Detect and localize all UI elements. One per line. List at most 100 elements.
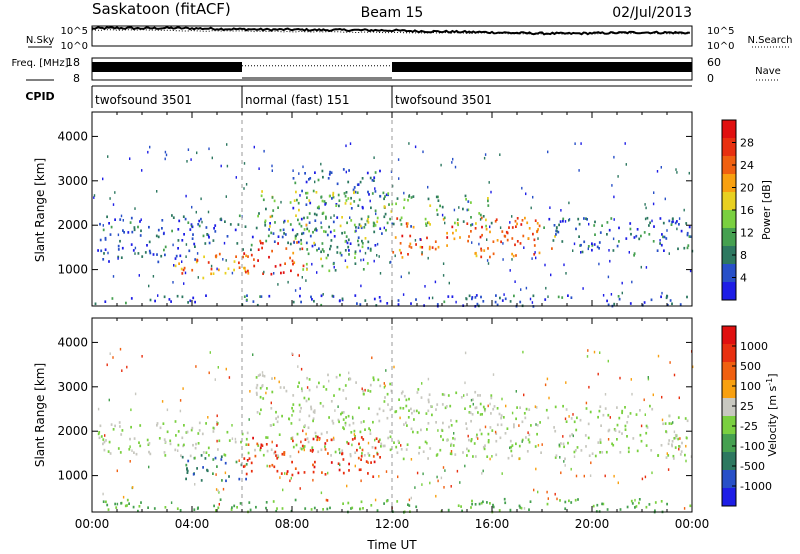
heatmap-cell bbox=[406, 222, 409, 225]
heatmap-cell bbox=[162, 422, 165, 425]
heatmap-cell bbox=[375, 212, 377, 216]
heatmap-cell bbox=[267, 234, 270, 238]
heatmap-cell bbox=[195, 210, 197, 214]
heatmap-cell bbox=[613, 155, 615, 159]
heatmap-cell bbox=[378, 419, 381, 423]
heatmap-cell bbox=[496, 303, 499, 307]
heatmap-cell bbox=[479, 218, 482, 221]
heatmap-cell bbox=[256, 383, 259, 387]
heatmap-cell bbox=[421, 483, 423, 486]
heatmap-cell bbox=[425, 412, 428, 415]
heatmap-cell bbox=[484, 425, 487, 429]
heatmap-cell bbox=[554, 235, 556, 238]
heatmap-cell bbox=[110, 225, 113, 229]
heatmap-cell bbox=[633, 236, 636, 239]
heatmap-cell bbox=[440, 476, 443, 480]
heatmap-cell bbox=[568, 201, 570, 205]
heatmap-cell bbox=[378, 296, 381, 299]
heatmap-cell bbox=[474, 455, 477, 458]
heatmap-cell bbox=[484, 153, 487, 156]
heatmap-cell bbox=[257, 374, 260, 377]
heatmap-cell bbox=[309, 234, 312, 238]
heatmap-cell bbox=[354, 451, 357, 454]
heatmap-cell bbox=[262, 272, 264, 275]
heatmap-cell bbox=[428, 393, 431, 396]
heatmap-cell bbox=[277, 415, 279, 419]
heatmap-cell bbox=[594, 454, 597, 458]
heatmap-cell bbox=[585, 407, 588, 410]
heatmap-cell bbox=[608, 428, 611, 432]
heatmap-cell bbox=[325, 498, 328, 502]
heatmap-cell bbox=[304, 438, 307, 441]
heatmap-cell bbox=[683, 208, 685, 212]
heatmap-cell bbox=[194, 446, 197, 450]
heatmap-cell bbox=[351, 438, 354, 441]
heatmap-cell bbox=[578, 169, 580, 172]
heatmap-cell bbox=[513, 425, 515, 429]
heatmap-cell bbox=[639, 433, 642, 437]
heatmap-cell bbox=[330, 461, 333, 464]
heatmap-cell bbox=[550, 273, 552, 277]
heatmap-cell bbox=[579, 418, 582, 422]
heatmap-cell bbox=[652, 202, 655, 206]
heatmap-cell bbox=[523, 393, 525, 397]
heatmap-cell bbox=[613, 474, 615, 478]
heatmap-cell bbox=[226, 164, 229, 168]
heatmap-cell bbox=[548, 396, 550, 400]
heatmap-cell bbox=[489, 457, 491, 461]
heatmap-cell bbox=[665, 237, 668, 240]
heatmap-cell bbox=[230, 508, 233, 511]
heatmap-cell bbox=[287, 241, 289, 245]
heatmap-cell bbox=[535, 467, 537, 471]
colorbar-tick-label: 20 bbox=[740, 182, 754, 195]
heatmap-cell bbox=[107, 508, 110, 511]
heatmap-cell bbox=[326, 233, 329, 237]
heatmap-cell bbox=[374, 171, 377, 174]
heatmap-cell bbox=[418, 411, 420, 415]
heatmap-cell bbox=[119, 451, 122, 454]
heatmap-cell bbox=[353, 433, 356, 436]
heatmap-cell bbox=[360, 500, 363, 504]
heatmap-cell bbox=[353, 200, 356, 203]
heatmap-cell bbox=[234, 437, 237, 441]
y-tick-label: 1000 bbox=[57, 263, 88, 277]
heatmap-cell bbox=[268, 228, 270, 231]
heatmap-cell bbox=[132, 505, 135, 509]
heatmap-cell bbox=[634, 506, 636, 509]
heatmap-cell bbox=[384, 396, 386, 399]
heatmap-cell bbox=[558, 443, 560, 447]
heatmap-cell bbox=[552, 239, 555, 242]
heatmap-cell bbox=[598, 247, 600, 250]
heatmap-cell bbox=[228, 376, 231, 379]
heatmap-cell bbox=[359, 430, 362, 434]
heatmap-cell bbox=[379, 299, 382, 303]
heatmap-cell bbox=[291, 460, 293, 464]
cpid-segment-label: normal (fast) 151 bbox=[245, 93, 349, 107]
heatmap-cell bbox=[564, 500, 567, 504]
heatmap-cell bbox=[141, 355, 143, 358]
heatmap-cell bbox=[419, 245, 422, 249]
heatmap-cell bbox=[352, 188, 355, 192]
heatmap-cell bbox=[124, 504, 127, 508]
heatmap-cell bbox=[591, 242, 593, 245]
heatmap-cell bbox=[275, 417, 277, 420]
heatmap-cell bbox=[413, 409, 416, 413]
heatmap-cell bbox=[530, 424, 532, 427]
heatmap-cell bbox=[357, 456, 360, 460]
heatmap-cell bbox=[218, 491, 220, 494]
heatmap-cell bbox=[205, 451, 208, 454]
heatmap-cell bbox=[242, 465, 245, 468]
heatmap-cell bbox=[539, 421, 541, 424]
heatmap-cell bbox=[471, 297, 473, 301]
heatmap-cell bbox=[224, 271, 227, 275]
heatmap-cell bbox=[122, 219, 124, 222]
heatmap-cell bbox=[294, 181, 297, 185]
heatmap-cell bbox=[108, 440, 111, 444]
heatmap-cell bbox=[462, 451, 464, 454]
heatmap-cell bbox=[528, 408, 531, 411]
heatmap-cell bbox=[328, 379, 330, 383]
heatmap-cell bbox=[312, 410, 315, 414]
heatmap-cell bbox=[289, 223, 292, 226]
heatmap-cell bbox=[349, 377, 352, 381]
heatmap-cell bbox=[214, 378, 216, 381]
